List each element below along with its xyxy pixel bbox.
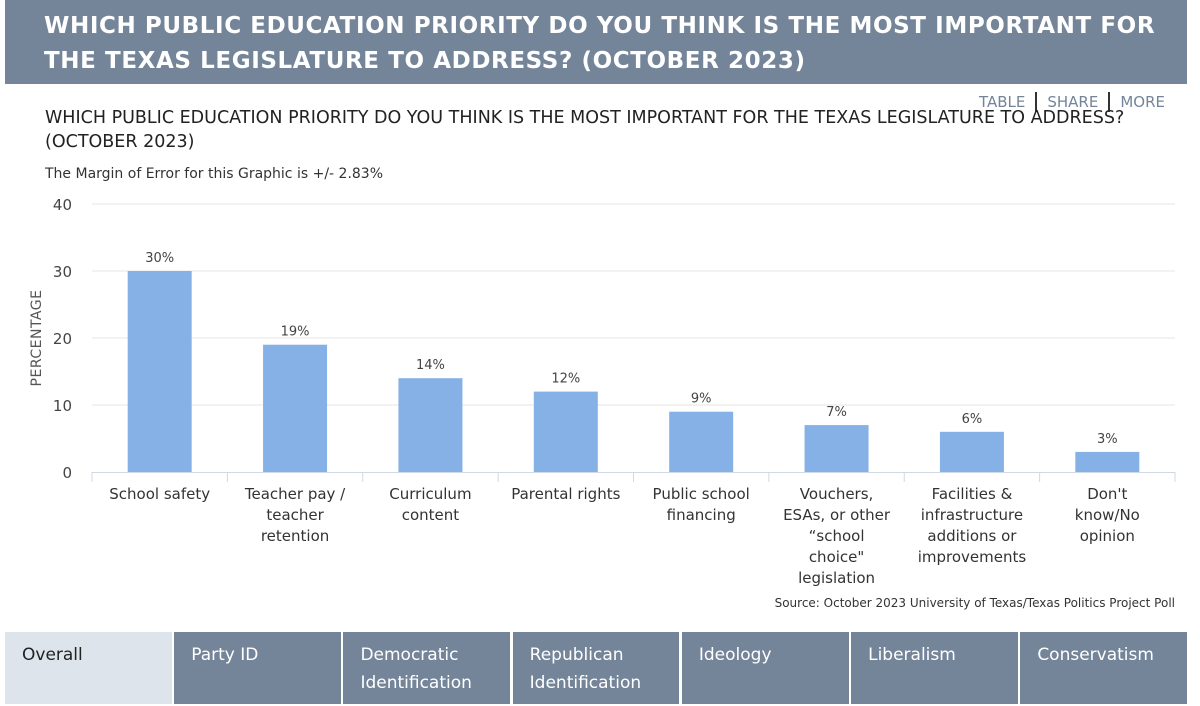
header-title: WHICH PUBLIC EDUCATION PRIORITY DO YOU T… — [44, 13, 1156, 74]
data-label: 30% — [145, 251, 174, 266]
tab-bar: Overall Party ID Democratic Identification… — [5, 632, 1188, 704]
x-tick-label-line: know/No — [1075, 506, 1140, 524]
data-label: 14% — [416, 358, 445, 373]
chart-subtitle: The Margin of Error for this Graphic is … — [45, 166, 384, 182]
toolbar-divider — [1035, 92, 1038, 112]
data-label: 3% — [1097, 432, 1118, 447]
y-axis-label: PERCENTAGE — [29, 290, 45, 387]
x-tick-label-line: Parental rights — [511, 485, 620, 503]
x-tick-label: Vouchers, ESAs, or other “school choice" leg… — [783, 485, 891, 587]
x-tick-label-line: financing — [667, 506, 736, 524]
y-tick-label: 0 — [62, 464, 72, 482]
bar — [398, 378, 463, 472]
x-tick-label-line: choice" — [809, 548, 864, 566]
bar — [1075, 451, 1140, 472]
tab-ideology[interactable]: Ideology — [681, 632, 849, 704]
x-tick-label-line: Don't — [1087, 485, 1127, 503]
chart-title: WHICH PUBLIC EDUCATION PRIORITY DO YOU T… — [45, 108, 1125, 152]
data-label: 19% — [281, 325, 310, 340]
tab-republican-identification[interactable]: Republican Identification — [512, 632, 680, 704]
x-tick-label: Teacher pay / teacher retention — [244, 485, 346, 545]
tab-conservatism[interactable]: Conservatism — [1020, 632, 1188, 704]
x-tick-label: Facilities & infrastructure additions or im… — [918, 485, 1027, 566]
header-band: WHICH PUBLIC EDUCATION PRIORITY DO YOU T… — [5, 0, 1187, 84]
toolbar-divider — [1108, 92, 1111, 112]
y-tick-label: 10 — [53, 397, 72, 415]
tab-liberalism[interactable]: Liberalism — [851, 632, 1018, 704]
x-tick-label-line: infrastructure — [921, 506, 1023, 524]
chart-widget: WHICH PUBLIC EDUCATION PRIORITY DO YOU T… — [5, 0, 1188, 704]
bar — [127, 271, 192, 472]
x-tick-label: Public school financing — [653, 485, 750, 524]
x-tick-label-line: Curriculum — [389, 485, 471, 503]
bar — [804, 425, 869, 472]
x-tick-label-line: Facilities & — [932, 485, 1013, 503]
x-tick-label: Don't know/No opinion — [1075, 485, 1140, 545]
bar-chart: 0 10 20 30 40 PERCENTAGE 30% School safety 19% Te… — [29, 196, 1176, 587]
y-tick-label: 20 — [53, 330, 72, 348]
data-label: 12% — [551, 372, 580, 387]
x-tick-label-line: retention — [261, 527, 329, 545]
y-tick-label: 40 — [53, 196, 72, 214]
x-tick-label-line: legislation — [798, 569, 875, 587]
x-tick-label-line: Teacher pay / — [244, 485, 346, 503]
tab-democratic-identification[interactable]: Democratic Identification — [343, 632, 511, 704]
bar — [263, 344, 328, 472]
x-tick-label: Parental rights — [511, 485, 620, 503]
x-tick-label-line: “school — [809, 527, 865, 545]
bar — [533, 391, 598, 472]
x-tick-label-line: content — [402, 506, 460, 524]
chart-source: Source: October 2023 University of Texas… — [774, 596, 1175, 610]
x-tick-label-line: additions or — [927, 527, 1017, 545]
x-tick-label-line: opinion — [1080, 527, 1135, 545]
data-label: 9% — [691, 392, 712, 407]
y-tick-label: 30 — [53, 263, 72, 281]
tab-overall[interactable]: Overall — [5, 632, 172, 704]
x-tick-label: Curriculum content — [389, 485, 471, 524]
x-tick-label-line: School safety — [109, 485, 210, 503]
bar — [669, 411, 734, 472]
share-link[interactable]: SHARE — [1047, 93, 1099, 111]
table-link[interactable]: TABLE — [978, 93, 1026, 111]
more-link[interactable]: MORE — [1120, 93, 1165, 111]
tab-party-id[interactable]: Party ID — [174, 632, 341, 704]
x-tick-label-line: ESAs, or other — [783, 506, 891, 524]
x-tick-label-line: improvements — [918, 548, 1027, 566]
bar — [939, 431, 1004, 472]
x-tick-label: School safety — [109, 485, 210, 503]
chart-area: 0 10 20 30 40 PERCENTAGE 30% School safety 19% Te… — [5, 84, 1187, 632]
x-tick-label-line: Public school — [653, 485, 750, 503]
data-label: 7% — [826, 405, 847, 420]
data-label: 6% — [962, 412, 983, 427]
chart-toolbar: TABLE SHARE MORE — [969, 92, 1175, 112]
x-tick-label-line: Vouchers, — [800, 485, 874, 503]
x-tick-label-line: teacher — [266, 506, 324, 524]
